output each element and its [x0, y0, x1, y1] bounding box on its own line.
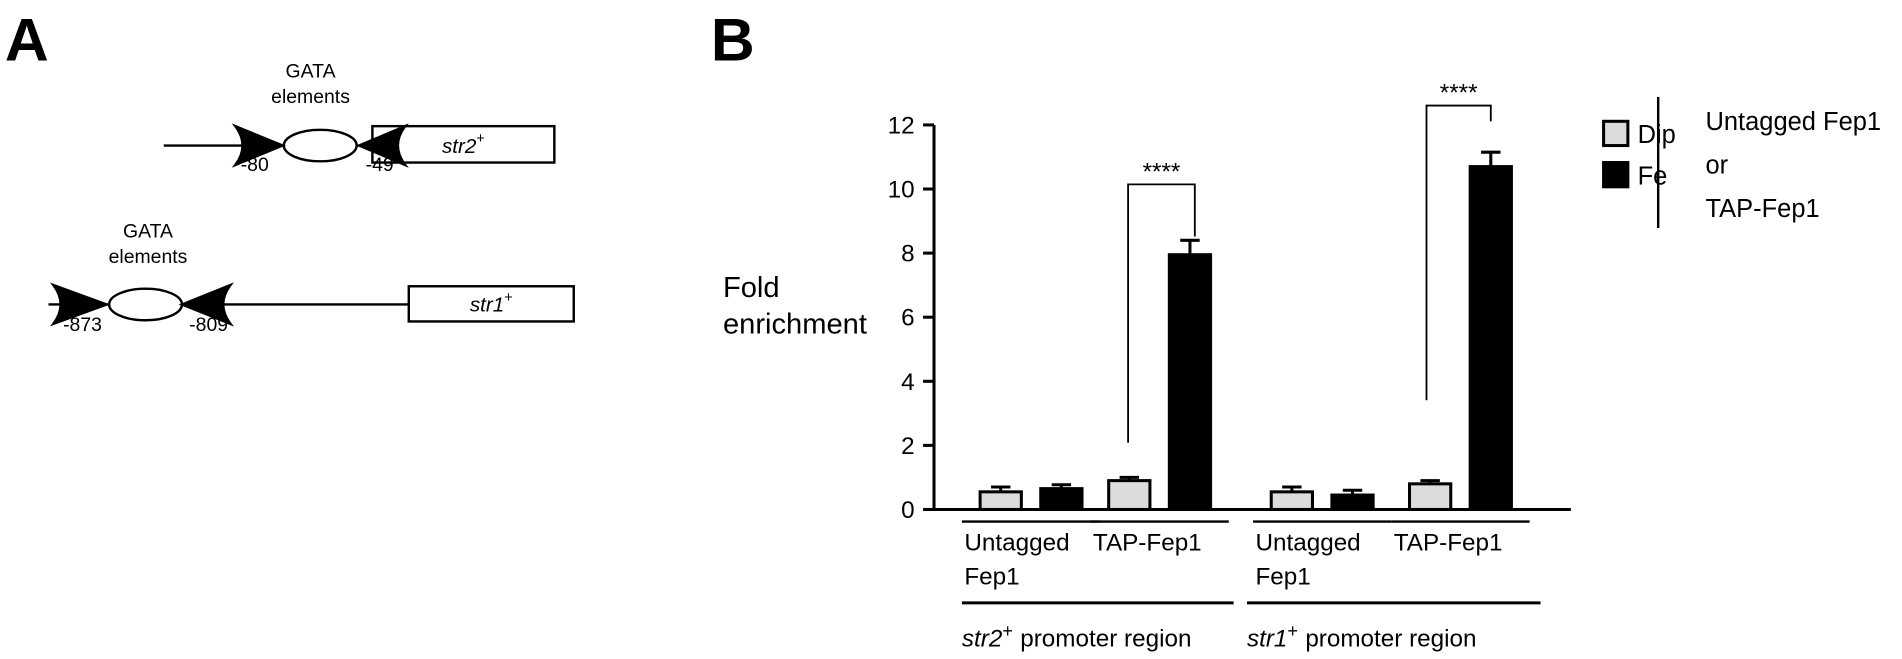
bar [1167, 253, 1213, 511]
panel-label: B [711, 6, 755, 74]
y-tick-label: 12 [888, 112, 915, 139]
gata-ellipse [282, 128, 358, 163]
legend-note: or [1705, 151, 1728, 179]
x-tick-label: TAP-Fep1 [1393, 530, 1503, 557]
significance-bracket [1127, 183, 1196, 443]
x-tick-label: Untagged Fep1 [1255, 530, 1361, 591]
legend-swatch [1602, 161, 1630, 189]
bar [1269, 490, 1314, 511]
region-text: promoter region [1305, 626, 1476, 653]
position-label: -873 [63, 314, 102, 336]
y-tick-label: 10 [888, 177, 915, 204]
gene-name: str1+ [470, 290, 513, 317]
arrowhead [178, 282, 235, 327]
superscript: + [476, 131, 485, 147]
y-tick-label: 2 [901, 433, 915, 460]
x-tick-label: Untagged Fep1 [964, 530, 1070, 591]
gene-name-text: str1 [470, 294, 504, 317]
bar [1408, 482, 1453, 511]
legend-note: Untagged Fep1 [1705, 108, 1881, 136]
arrowhead [355, 123, 409, 168]
position-label: -809 [189, 314, 228, 336]
significance-bracket [1425, 104, 1492, 401]
panel-label: A [5, 6, 49, 74]
position-label: -80 [241, 154, 269, 176]
bar [1468, 165, 1513, 511]
gene-name: str2+ [442, 131, 485, 158]
x-tick-label: TAP-Fep1 [1092, 530, 1202, 557]
arrowhead [49, 282, 111, 327]
position-label: -49 [366, 154, 394, 176]
bar [978, 490, 1023, 511]
region-label: str2+ promoter region [962, 621, 1192, 653]
legend-note: TAP-Fep1 [1705, 195, 1819, 223]
legend-label: Fe [1638, 162, 1668, 190]
legend-label: Dip [1638, 121, 1676, 149]
gata-label: GATA elements [271, 61, 350, 108]
gene-name-text: str2 [442, 135, 477, 158]
y-tick-label: 0 [901, 497, 915, 524]
gene-box [407, 285, 575, 323]
superscript: + [1002, 621, 1013, 641]
bar [1107, 479, 1152, 511]
region-gene: str2 [962, 626, 1003, 653]
significance-label: **** [1143, 159, 1181, 186]
region-gene: str1 [1247, 626, 1287, 653]
significance-label: **** [1440, 80, 1478, 107]
y-tick-label: 6 [901, 305, 915, 332]
region-text: promoter region [1020, 626, 1191, 653]
bar [1039, 487, 1084, 511]
y-tick-label: 4 [901, 369, 915, 396]
gata-label: GATA elements [108, 221, 188, 268]
gene-diagram [48, 282, 575, 327]
legend-swatch [1602, 119, 1630, 148]
arrowhead [231, 123, 286, 168]
y-tick-label: 8 [901, 241, 915, 268]
gata-ellipse [107, 287, 184, 322]
region-label: str1+ promoter region [1247, 621, 1477, 653]
y-axis-label: Fold enrichment [722, 271, 867, 341]
bar [1330, 493, 1375, 511]
superscript: + [1287, 621, 1298, 641]
superscript: + [504, 290, 513, 306]
gene-diagram [163, 123, 556, 168]
